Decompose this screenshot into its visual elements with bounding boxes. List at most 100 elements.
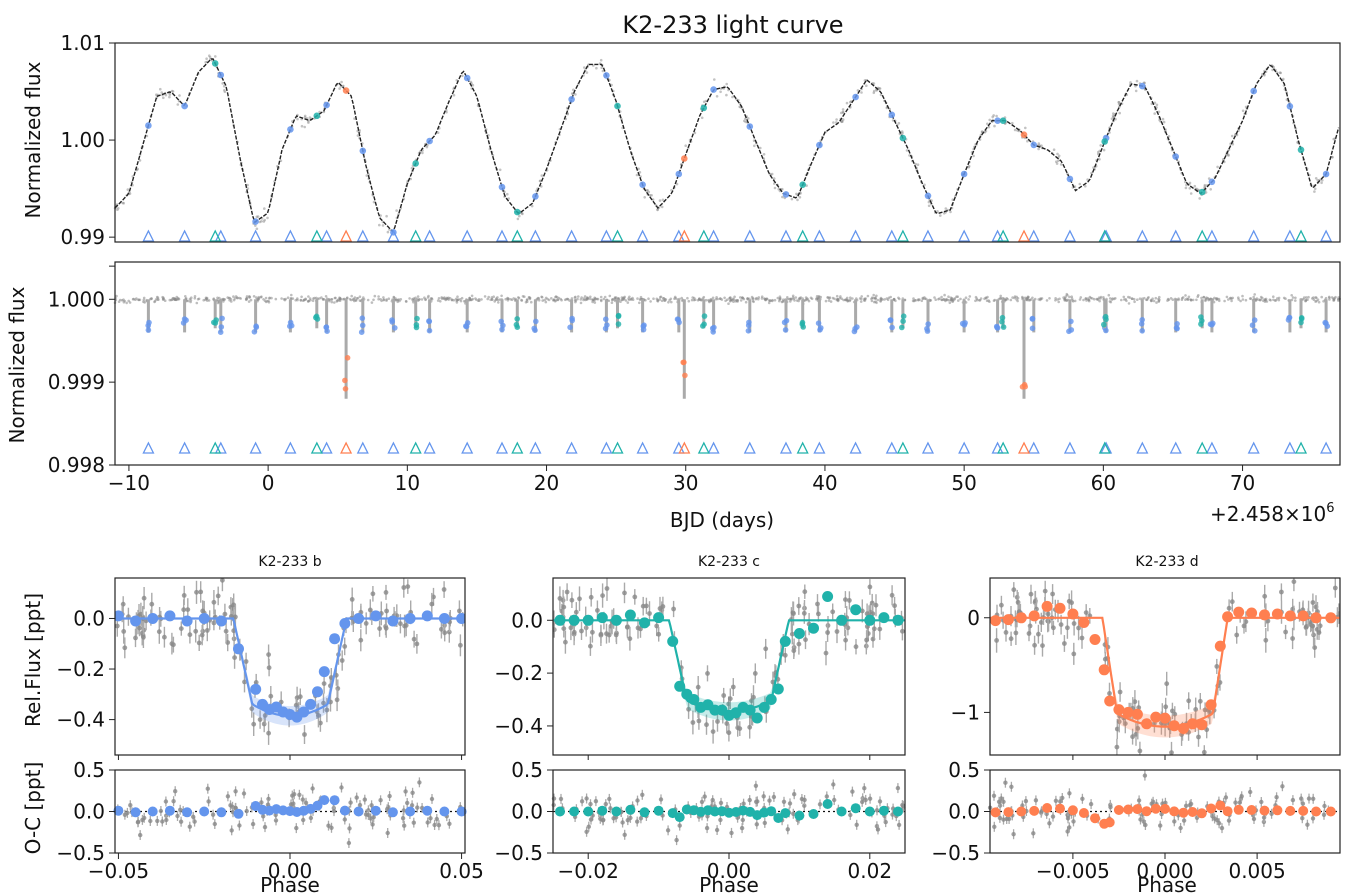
d-data-point (1003, 630, 1009, 635)
raw-data-point (1320, 181, 1323, 185)
raw-data-point (1135, 79, 1139, 83)
d-residual-point (1023, 798, 1029, 804)
raw-transit-marker-b-30 (1205, 229, 1218, 242)
detrended-data-point (573, 298, 577, 302)
c-residual-binned-point (674, 812, 685, 823)
raw-data-point (725, 82, 728, 86)
raw-data-point (159, 87, 162, 91)
raw-data-point (516, 217, 520, 221)
detrended-data-point (828, 296, 832, 299)
detrended-data-point (188, 297, 192, 301)
b-residual-point (229, 828, 234, 833)
b-residual-binned-point (216, 807, 227, 818)
detrended-transit-marker-c-3 (511, 441, 524, 454)
raw-transit-point-b (675, 170, 683, 178)
detrended-data-point (1136, 298, 1139, 302)
detrended-data-point (804, 296, 808, 299)
raw-data-point (436, 131, 440, 134)
detrended-data-point (1314, 296, 1317, 299)
raw-data-point (675, 182, 679, 186)
detrended-data-point (216, 296, 219, 300)
d-plot-area (990, 578, 1340, 755)
raw-data-point (772, 177, 776, 180)
detrended-data-point (711, 296, 715, 300)
d-data-point (1079, 635, 1085, 641)
detrended-data-point (874, 297, 877, 300)
detrended-data-point (723, 296, 726, 300)
raw-data-point (841, 110, 845, 114)
detrended-xtick-label-7: 60 (1091, 471, 1116, 495)
detrended-data-point (913, 299, 917, 302)
d-residual-binned-point (1246, 805, 1257, 815)
raw-data-point (777, 187, 780, 191)
b-ylabel: Rel.Flux [ppt] (21, 593, 45, 727)
detrended-transit-point-c (899, 324, 905, 331)
c-binned-point (610, 614, 622, 626)
detrended-data-point (945, 298, 949, 302)
c-residual-point (607, 796, 612, 802)
detrended-data-point (436, 299, 440, 302)
raw-data-point (574, 93, 577, 96)
raw-data-point (1230, 134, 1234, 138)
detrended-transit-marker-c-10 (1196, 441, 1209, 454)
detrended-transit-marker-b-26 (1063, 441, 1076, 454)
raw-data-point (303, 114, 307, 118)
d-residual-point (1259, 799, 1264, 805)
detrended-transit-marker-b-5 (320, 441, 333, 454)
c-data-point (747, 724, 753, 730)
d-data-point (1279, 589, 1284, 595)
raw-data-point (205, 57, 208, 60)
detrended-data-point (1108, 297, 1112, 300)
d-binned-point (1297, 610, 1309, 622)
d-residual-point (1067, 791, 1072, 796)
b-data-point (198, 589, 204, 595)
c-residual-point (867, 796, 873, 801)
c-residual-binned-point (878, 805, 889, 816)
detrended-data-point (976, 298, 979, 302)
detrended-data-point (1202, 296, 1205, 299)
d-residual-point (1138, 817, 1143, 822)
b-residual-ytick-label-2: −0.5 (56, 841, 105, 865)
detrended-data-point (420, 298, 424, 301)
d-data-point (1050, 591, 1055, 597)
c-residual-point (601, 817, 606, 823)
figure-title: K2-233 light curve (622, 11, 843, 39)
c-residual-point (593, 799, 599, 804)
c-data-point (561, 604, 567, 610)
detrended-data-point (851, 297, 854, 300)
detrended-data-point (168, 298, 172, 302)
detrended-transit-point-d (342, 377, 348, 384)
detrended-data-point (172, 296, 175, 300)
d-binned-point (990, 615, 1001, 627)
raw-data-point (1203, 183, 1207, 187)
raw-data-point (798, 196, 802, 199)
detrended-data-point (773, 298, 777, 302)
b-data-point (223, 628, 229, 634)
detrended-data-point (619, 300, 622, 304)
d-binned-point (1233, 606, 1245, 618)
detrended-data-point (377, 297, 380, 301)
raw-data-point (1057, 154, 1061, 158)
detrended-data-point (517, 296, 520, 299)
detrended-data-point (898, 297, 901, 301)
detrended-transit-point-b (854, 324, 860, 330)
detrended-data-point (624, 299, 628, 302)
raw-transit-point-b (145, 122, 152, 129)
raw-data-point (168, 95, 171, 99)
d-residual-binned-point (1206, 803, 1217, 814)
d-data-point (1196, 734, 1201, 740)
detrended-data-point (249, 298, 253, 302)
b-data-point (121, 629, 127, 634)
b-residual-point (402, 823, 407, 828)
c-residual-point (699, 799, 705, 805)
detrended-data-point (248, 295, 252, 299)
detrended-transit-point-b (500, 322, 506, 329)
detrended-data-point (1200, 296, 1203, 300)
c-data-point (579, 628, 584, 634)
raw-transit-marker-b-12 (565, 229, 578, 242)
raw-data-point (744, 117, 747, 121)
b-data-point (405, 584, 411, 589)
b-residual-point (290, 793, 295, 798)
b-residual-point (301, 817, 306, 823)
c-residual-point (739, 825, 745, 831)
